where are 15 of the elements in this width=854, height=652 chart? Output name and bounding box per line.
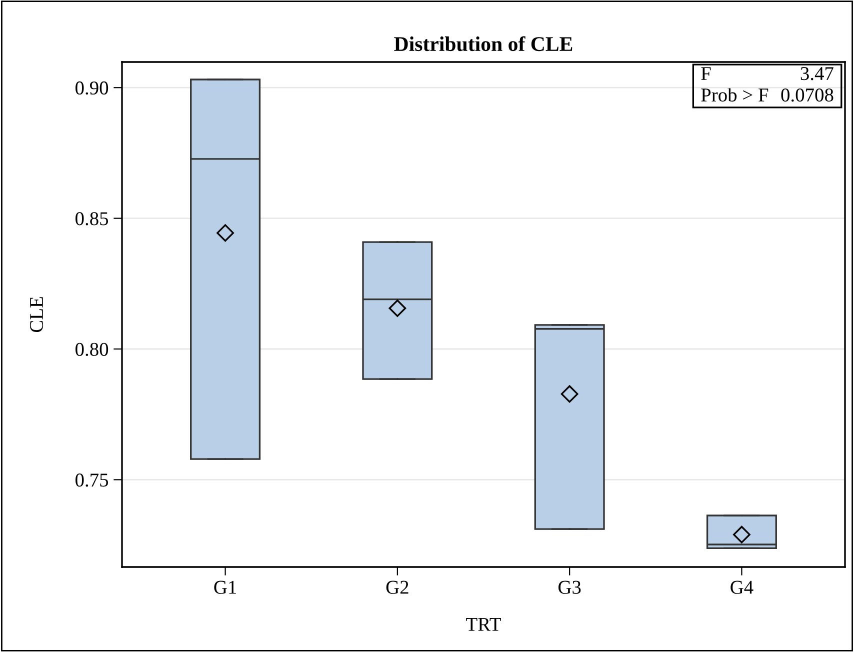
- chart-title: Distribution of CLE: [394, 36, 572, 52]
- x-tick-label: G3: [558, 580, 581, 594]
- y-tick-label: 0.85: [76, 212, 108, 226]
- x-axis-title: TRT: [466, 618, 501, 631]
- y-tick-label: 0.80: [76, 342, 108, 356]
- y-tick-label: 0.90: [76, 81, 108, 95]
- annotation: 3.47: [800, 67, 834, 80]
- x-tick-label: G2: [386, 580, 408, 594]
- annotation: Prob > F: [701, 88, 768, 102]
- annotation: F: [701, 67, 711, 80]
- x-tick-label: G4: [730, 580, 754, 594]
- y-tick-label: 0.75: [76, 474, 108, 487]
- annotation: 0.0708: [781, 88, 834, 102]
- y-axis-title: CLE: [30, 297, 44, 332]
- x-tick-label: G1: [214, 580, 236, 594]
